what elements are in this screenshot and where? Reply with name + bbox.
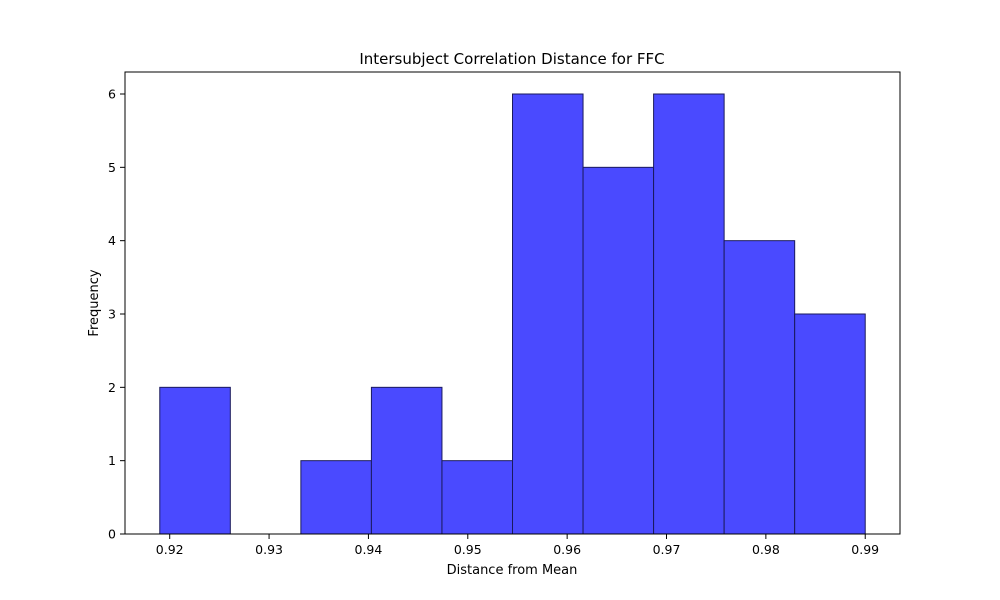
y-tick-label: 6: [108, 87, 116, 102]
chart-title: Intersubject Correlation Distance for FF…: [359, 50, 664, 68]
histogram-bar-8: [723, 240, 796, 535]
x-axis-ticks: 0.92 0.93 0.94 0.95 0.96 0.97 0.98 0.99: [156, 534, 879, 557]
x-axis-label: Distance from Mean: [447, 563, 578, 578]
y-tick-label: 0: [108, 527, 116, 542]
x-tick-label: 0.99: [851, 542, 879, 557]
plot-area-frame: [124, 71, 901, 535]
histogram-bar-4: [441, 460, 514, 535]
x-tick-label: 0.97: [653, 542, 681, 557]
histogram-bar-6: [582, 166, 655, 535]
y-tick-label: 5: [108, 160, 116, 175]
histogram-bar-7: [653, 93, 725, 535]
y-axis-ticks: 0 1 2 3 4 5 6: [108, 87, 125, 542]
x-tick-label: 0.98: [752, 542, 780, 557]
histogram-bar-3: [370, 386, 443, 535]
histogram-bar-2: [300, 460, 372, 535]
y-tick-label: 2: [108, 380, 116, 395]
histogram-bar-0: [159, 386, 231, 535]
y-axis-label: Frequency: [87, 269, 102, 336]
x-tick-label: 0.94: [355, 542, 383, 557]
x-tick-label: 0.93: [255, 542, 283, 557]
x-tick-label: 0.92: [156, 542, 184, 557]
y-tick-label: 3: [108, 307, 116, 322]
x-tick-label: 0.96: [553, 542, 581, 557]
bars-group: [159, 93, 866, 535]
y-tick-label: 1: [108, 453, 116, 468]
histogram-bar-5: [512, 93, 584, 535]
x-tick-label: 0.95: [454, 542, 482, 557]
y-tick-label: 4: [108, 233, 116, 248]
histogram-bar-9: [794, 313, 866, 535]
